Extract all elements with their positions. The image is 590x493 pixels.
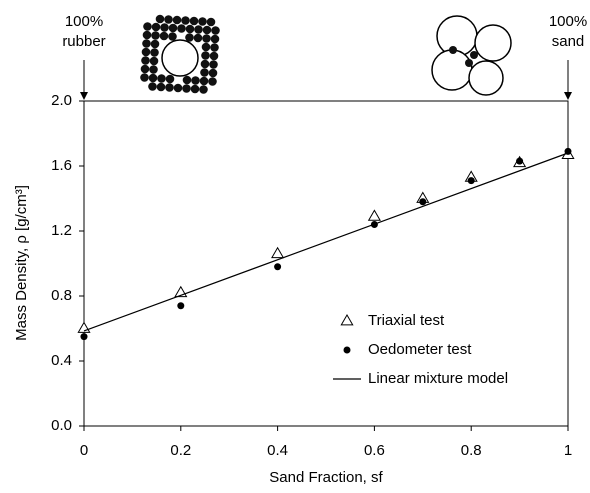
annotation: 100% [549,13,587,30]
rubber-dot [470,51,478,59]
rubber-dot [193,33,203,43]
rubber-dot [140,73,149,82]
triangle-marker [367,209,381,221]
rubber-dot [201,51,210,60]
rubber-dot [165,74,175,84]
rubber-dot [209,60,218,69]
x-axis-label: Sand Fraction, sf [269,469,383,486]
rubber-dot [200,68,209,77]
rubber-dot [151,22,161,32]
rubber-dot [173,83,183,93]
rubber-dot [151,31,160,40]
legend-label: Oedometer test [368,341,472,358]
circle-marker [177,302,185,310]
rubber-dot [191,76,200,85]
rubber-dot [210,43,219,52]
rubber-dot [156,82,166,92]
rubber-dot [449,46,457,54]
circle-marker [467,177,475,185]
rubber-dot [141,56,150,65]
arrow-head [80,92,88,100]
rubber-dot [172,15,182,25]
annotation: sand [552,33,585,50]
y-tick-label: 0.8 [51,287,72,304]
rubber-dot [185,24,195,34]
rubber-dot [150,39,160,49]
rubber-dot [208,68,218,78]
rubber-dot [194,25,203,34]
y-tick-label: 1.6 [51,157,72,174]
triangle-marker [271,246,285,259]
circle-marker [274,263,282,271]
annotation: 100% [65,13,103,30]
rubber-dot [465,59,473,67]
rubber-dot [168,23,178,33]
rubber-dot [155,14,165,24]
rubber-dot [142,30,152,40]
y-tick-label: 0.4 [51,352,72,369]
rubber-dot [149,56,159,66]
rubber-dot [210,34,220,44]
rubber-dot [190,84,200,94]
rubber-dot [143,22,152,31]
sand-grain [468,60,504,96]
x-tick-label: 0.4 [267,442,288,459]
rubber-dot [168,32,177,41]
rubber-dot [181,16,190,25]
rubber-dot [211,26,220,35]
sand-grain [474,24,512,62]
rubber-dot [159,31,169,41]
rubber-dot [185,33,194,42]
rubber-dot [199,76,209,86]
sand-grain [431,49,473,91]
legend-label: Linear mixture model [368,370,508,387]
model-line [83,152,569,332]
rubber-dot [201,42,211,52]
legend-marker [340,313,354,326]
rubber-dot [198,17,207,26]
y-tick-label: 2.0 [51,92,72,109]
rubber-dot [200,59,210,69]
rubber-dot [208,77,217,86]
x-tick-label: 0 [80,442,88,459]
rubber-dot [182,84,191,93]
rubber-dot [150,48,159,57]
circle-marker [516,157,524,165]
rubber-dot [189,16,199,26]
rubber-dot [165,83,174,92]
rubber-dot [202,25,212,35]
rubber-dot [182,75,192,85]
annotation: rubber [62,33,105,50]
rubber-dot [202,34,211,43]
rubber-dot [148,82,157,91]
sand-grain [161,39,199,77]
legend-marker [343,346,351,354]
rubber-dot [142,39,151,48]
rubber-dot [141,47,151,57]
arrow-head [564,92,572,100]
rubber-dot [209,51,219,61]
y-tick-label: 0.0 [51,417,72,434]
rubber-dot [140,64,150,74]
circle-marker [80,333,88,341]
legend-label: Triaxial test [368,312,445,329]
rubber-dot [149,65,158,74]
x-tick-label: 1 [564,442,572,459]
rubber-dot [206,17,216,27]
rubber-dot [160,23,169,32]
x-tick-label: 0.2 [170,442,191,459]
y-axis-label: Mass Density, ρ [g/cm³] [13,185,30,341]
x-tick-label: 0.8 [461,442,482,459]
x-tick-label: 0.6 [364,442,385,459]
icons [140,14,512,96]
rubber-dot [164,15,173,24]
rubber-dot [199,85,208,94]
y-tick-label: 1.2 [51,222,72,239]
rubber-dot [157,74,166,83]
rubber-dot [177,24,186,33]
plot-frame [83,100,569,427]
rubber-dot [148,73,158,83]
circle-marker [419,198,427,206]
